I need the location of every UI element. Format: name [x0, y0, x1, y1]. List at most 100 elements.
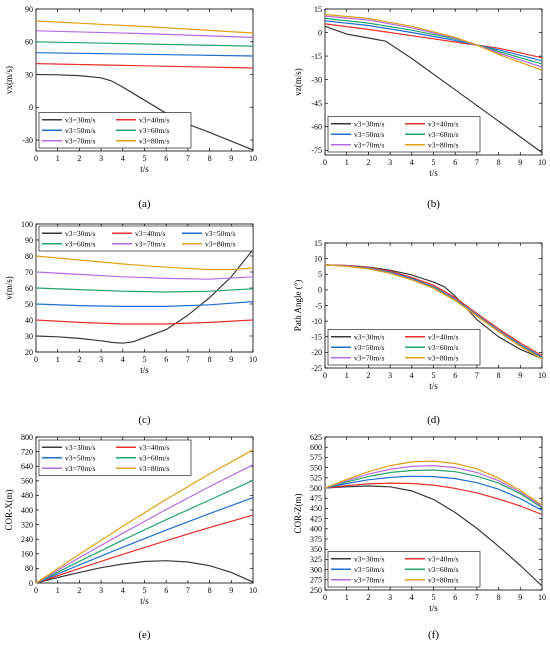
y-tick-label: 20 — [25, 348, 33, 357]
x-tick-label: 5 — [432, 371, 436, 380]
legend-label: v3=60m/s — [428, 343, 458, 352]
series-line — [35, 497, 254, 584]
x-tick-label: 6 — [453, 158, 457, 167]
y-tick-label: 800 — [21, 433, 33, 442]
x-tick-label: 9 — [518, 371, 522, 380]
x-tick-label: 10 — [249, 154, 257, 163]
y-tick-label: 500 — [310, 484, 322, 493]
x-tick-label: 3 — [388, 593, 392, 602]
x-tick-label: 6 — [164, 586, 168, 595]
legend-frame — [38, 112, 192, 149]
y-tick-label: 15 — [314, 5, 322, 14]
y-tick-label: 40 — [25, 316, 33, 325]
x-tick-label: 7 — [475, 593, 479, 602]
chart-panel-d: 0 1 2 3 4 5 6 7 8 9 10 -25 -20 -15 -10 -5 0 5 10 15 t/s Path … — [293, 239, 546, 426]
y-tick-label: -5 — [315, 301, 322, 310]
y-tick-label: 0 — [29, 103, 33, 112]
x-axis-label: t/s — [429, 603, 438, 613]
panel-label: (f) — [428, 629, 439, 641]
x-tick-label: 6 — [164, 355, 168, 364]
y-tick-label: 100 — [21, 220, 33, 229]
y-tick-label: 90 — [25, 5, 33, 14]
y-tick-label: -60 — [311, 123, 322, 132]
x-tick-label: 4 — [121, 586, 125, 595]
y-tick-label: 70 — [25, 268, 33, 277]
y-axis-label: vz(m/s) — [293, 68, 303, 96]
x-tick-label: 7 — [475, 158, 479, 167]
legend-label: v3=40m/s — [139, 116, 169, 125]
x-tick-label: 9 — [229, 355, 233, 364]
y-tick-label: 480 — [21, 491, 33, 500]
series-line — [35, 449, 254, 584]
legend: v3=30m/s v3=40m/s v3=50m/s v3=60m/s v3=70m/s… — [327, 116, 481, 153]
legend-label: v3=50m/s — [65, 454, 95, 463]
legend-frame — [327, 116, 481, 153]
x-tick-label: 4 — [410, 593, 414, 602]
legend-frame — [327, 551, 481, 588]
x-tick-label: 4 — [121, 154, 125, 163]
chart-panel-e: 0 1 2 3 4 5 6 7 8 9 10 0 80 160 240 320 400 480 560 640 720 8… — [4, 433, 257, 641]
legend-label: v3=30m/s — [65, 116, 95, 125]
legend-label: v3=80m/s — [428, 576, 458, 585]
series-line — [35, 287, 254, 293]
x-tick-label: 10 — [249, 355, 257, 364]
y-axis-label: COR-Z(m) — [293, 494, 303, 534]
legend-label: v3=40m/s — [135, 229, 165, 238]
x-axis-label: t/s — [140, 365, 149, 375]
legend-label: v3=40m/s — [428, 555, 458, 564]
y-tick-label: 550 — [310, 463, 322, 472]
y-tick-label: 10 — [314, 254, 322, 263]
x-tick-label: 1 — [56, 586, 60, 595]
x-tick-label: 1 — [345, 593, 349, 602]
x-tick-label: 2 — [77, 154, 81, 163]
series-line — [324, 475, 543, 511]
x-tick-label: 2 — [366, 158, 370, 167]
x-tick-label: 5 — [432, 593, 436, 602]
series-line — [324, 460, 543, 506]
y-tick-label: 325 — [310, 555, 322, 564]
series-line — [35, 271, 254, 280]
y-tick-label: 640 — [21, 462, 33, 471]
legend: v3=30m/s v3=40m/s v3=50m/s v3=60m/s v3=70m/s… — [38, 112, 192, 149]
y-tick-label: 560 — [21, 477, 33, 486]
y-tick-label: 80 — [25, 564, 33, 573]
x-tick-label: 5 — [143, 586, 147, 595]
legend-label: v3=80m/s — [205, 240, 235, 249]
x-tick-label: 7 — [475, 371, 479, 380]
x-tick-label: 3 — [388, 158, 392, 167]
y-tick-label: 625 — [310, 433, 322, 442]
y-tick-label: 450 — [310, 504, 322, 513]
legend-label: v3=70m/s — [65, 464, 95, 473]
y-tick-label: 375 — [310, 535, 322, 544]
y-tick-label: -10 — [311, 317, 322, 326]
series-line — [35, 560, 254, 584]
x-tick-label: 0 — [323, 371, 327, 380]
series-line — [324, 17, 543, 65]
x-tick-label: 6 — [164, 154, 168, 163]
legend: v3=30m/s v3=40m/s v3=50m/s v3=60m/s v3=70m/s… — [38, 225, 254, 252]
legend-label: v3=70m/s — [354, 354, 384, 363]
x-tick-label: 8 — [208, 355, 212, 364]
y-tick-label: 30 — [25, 70, 33, 79]
y-tick-label: -15 — [311, 333, 322, 342]
x-tick-label: 8 — [208, 154, 212, 163]
x-tick-label: 1 — [345, 371, 349, 380]
chart-panel-b: 0 1 2 3 4 5 6 7 8 9 10 -75 -60 -45 -30 -15 0 15 t/s vz(m/s)… — [293, 5, 546, 210]
legend-label: v3=50m/s — [65, 126, 95, 135]
x-tick-label: 2 — [366, 371, 370, 380]
legend: v3=30m/s v3=40m/s v3=50m/s v3=60m/s v3=70m/s… — [327, 551, 481, 588]
y-tick-label: 80 — [25, 252, 33, 261]
y-tick-label: -25 — [311, 364, 322, 373]
y-tick-label: 160 — [21, 550, 33, 559]
series-line — [324, 469, 543, 509]
y-tick-label: 400 — [310, 525, 322, 534]
x-tick-label: 10 — [538, 371, 546, 380]
series-line — [324, 482, 543, 516]
x-tick-label: 0 — [323, 158, 327, 167]
legend-label: v3=50m/s — [354, 343, 384, 352]
panel-label: (a) — [138, 198, 151, 210]
y-tick-label: -30 — [311, 75, 322, 84]
x-tick-label: 1 — [56, 154, 60, 163]
